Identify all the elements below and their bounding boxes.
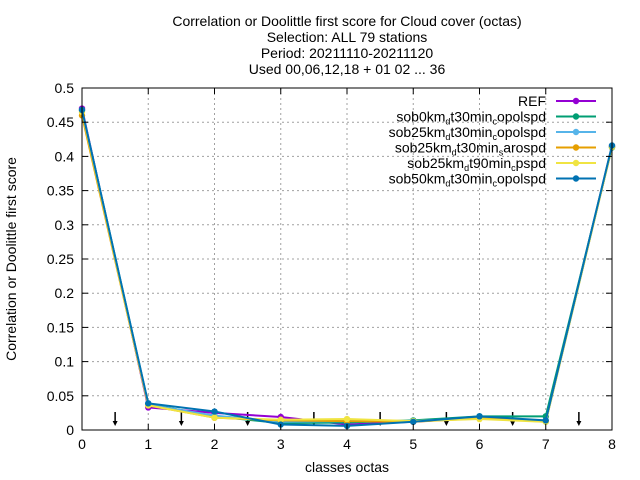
legend-label-part: s [499, 148, 504, 158]
title-line: Used 00,06,12,18 + 01 02 ... 36 [249, 61, 446, 77]
legend-label-part: opolspd [497, 171, 546, 187]
legend-item: sob25kmdt30minsarospd [395, 140, 596, 158]
legend-label-part: t30min [450, 171, 492, 187]
legend-marker [572, 128, 580, 136]
data-point [542, 417, 549, 424]
legend-marker [572, 159, 580, 167]
legend-marker [572, 175, 580, 182]
legend-label-part: d [464, 163, 469, 173]
x-tick-label: 3 [277, 436, 285, 452]
legend-marker [572, 97, 580, 105]
data-point [476, 413, 483, 420]
legend-label-part: arospd [503, 140, 546, 156]
legend-label: sob25kmdt30minsarospd [395, 140, 546, 158]
title-line: Correlation or Doolittle first score for… [172, 13, 521, 29]
y-tick-label: 0.15 [47, 319, 74, 335]
legend-label-part: d [445, 132, 450, 142]
legend-label-part: sob0km [396, 109, 445, 125]
y-tick-label: 0.25 [47, 251, 74, 267]
legend-label: sob50kmdt30mincopolspd [389, 171, 546, 189]
legend-label-part: c [492, 179, 497, 189]
legend-label-part: pspd [516, 155, 546, 171]
x-tick-label: 2 [211, 436, 219, 452]
tick-labels: 0 1 2 3 4 5 6 7 8 0 0.05 0.1 0.15 0.2 0.25 0.3 0.35 0.4 0.… [47, 80, 616, 452]
legend-label-part: sob25km [395, 140, 452, 156]
legend-label-part: sob50km [389, 171, 446, 187]
legend-label-part: c [492, 132, 497, 142]
legend-label-part: d [452, 148, 457, 158]
y-tick-label: 0.45 [47, 114, 74, 130]
marker-arrow-head [178, 421, 184, 426]
legend-label-part: sob25km [389, 124, 446, 140]
x-tick-label: 1 [144, 436, 152, 452]
legend-label-part: c [492, 117, 497, 127]
legend-label-part: sob25km [407, 155, 464, 171]
data-point [410, 418, 417, 425]
chart-title: Correlation or Doolittle first score for… [172, 13, 521, 77]
marker-arrow-head [576, 421, 582, 426]
legend: REFsob0kmdt30mincopolspdsob25kmdt30minco… [389, 93, 596, 189]
x-tick-label: 4 [343, 436, 351, 452]
marker-arrow-head [112, 421, 118, 426]
title-line: Period: 20211110-20211120 [261, 45, 434, 61]
data-point [145, 400, 152, 407]
grid [82, 88, 612, 430]
data-point [211, 408, 218, 415]
legend-marker [572, 113, 580, 120]
x-axis-label: classes octas [305, 459, 389, 475]
legend-label-part: REF [518, 93, 546, 109]
legend-item: sob25kmdt90mincpspd [407, 155, 596, 173]
y-tick-label: 0.3 [55, 217, 75, 233]
y-tick-label: 0.5 [55, 80, 75, 96]
legend-item: sob0kmdt30mincopolspd [396, 109, 596, 127]
y-tick-label: 0.2 [55, 285, 75, 301]
marker-arrow-head [443, 421, 449, 426]
y-tick-label: 0 [66, 422, 74, 438]
legend-label-part: t30min [450, 124, 492, 140]
y-tick-label: 0.1 [55, 354, 75, 370]
x-tick-label: 8 [608, 436, 616, 452]
legend-item: REF [518, 93, 596, 109]
x-tick-label: 6 [476, 436, 484, 452]
legend-label-part: c [511, 163, 516, 173]
y-axis-label: Correlation or Doolittle first score [3, 157, 19, 361]
legend-marker [572, 144, 580, 151]
title-line: Selection: ALL 79 stations [267, 29, 428, 45]
data-point [211, 414, 218, 421]
y-tick-label: 0.35 [47, 183, 74, 199]
legend-label: REF [518, 93, 546, 109]
x-tick-label: 0 [78, 436, 86, 452]
y-tick-label: 0.05 [47, 388, 74, 404]
x-tick-label: 7 [542, 436, 550, 452]
legend-item: sob25kmdt30mincopolspd [389, 124, 596, 142]
marker-arrow-head [245, 421, 251, 426]
data-point [277, 416, 284, 423]
legend-label-part: t90min [469, 155, 511, 171]
legend-label-part: t30min [457, 140, 499, 156]
x-tick-label: 5 [409, 436, 417, 452]
y-tick-label: 0.4 [55, 148, 75, 164]
legend-item: sob50kmdt30mincopolspd [389, 171, 596, 189]
legend-label: sob0kmdt30mincopolspd [396, 109, 546, 127]
legend-label: sob25kmdt30mincopolspd [389, 124, 546, 142]
legend-label-part: opolspd [497, 109, 546, 125]
legend-label: sob25kmdt90mincpspd [407, 155, 546, 173]
data-point [343, 415, 351, 423]
legend-label-part: t30min [450, 109, 492, 125]
legend-label-part: d [445, 117, 450, 127]
marker-arrow-head [510, 421, 516, 426]
legend-label-part: d [445, 179, 450, 189]
legend-label-part: opolspd [497, 124, 546, 140]
